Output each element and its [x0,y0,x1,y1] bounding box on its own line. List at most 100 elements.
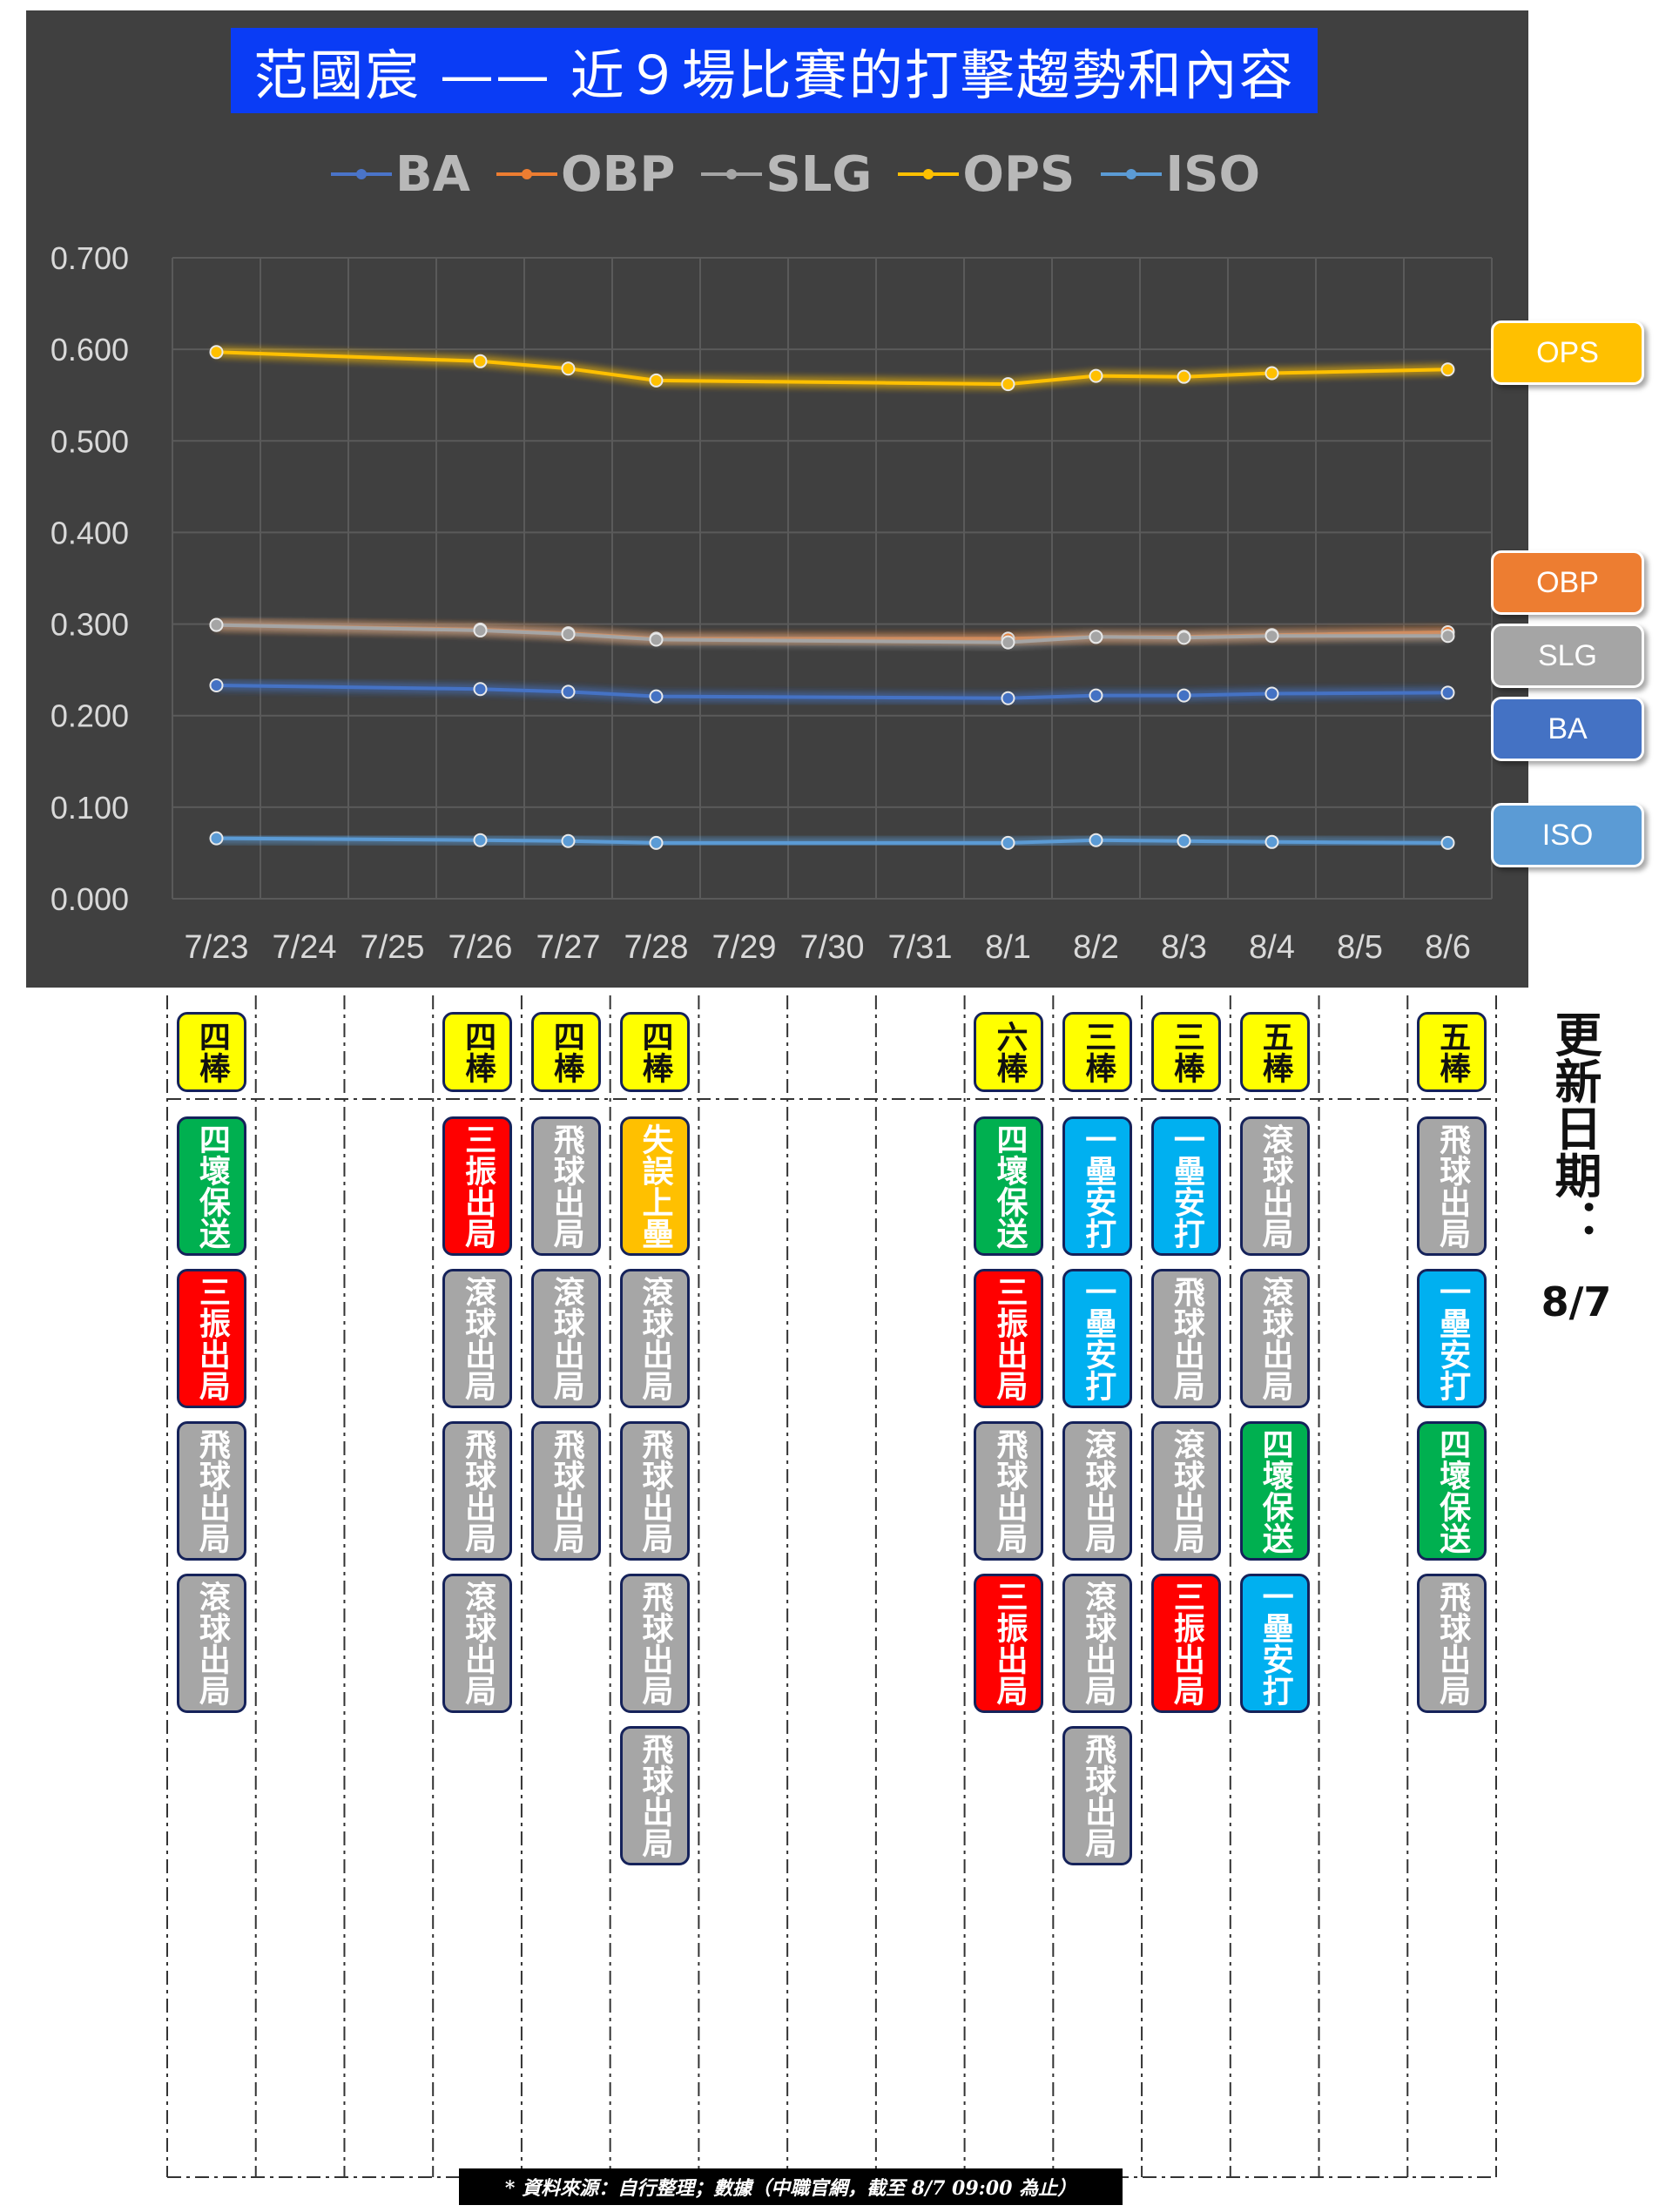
plate-appearance-result: 飛球出局 [1062,1726,1133,1865]
data-point-slg [473,623,488,637]
data-point-slg [1440,629,1455,644]
x-tick-label: 7/23 [185,929,249,966]
legend-label: BA [395,145,471,203]
data-point-ops [1440,362,1455,377]
batting-order-badge: 四棒 [530,1012,601,1092]
data-point-ops [1264,366,1279,381]
plate-appearance-result: 三振出局 [176,1269,246,1408]
chart-legend: BA OBP SLG OPS ISO [331,144,1260,205]
chart-title: 范國宸 —— 近９場比賽的打擊趨勢和內容 [231,28,1318,113]
series-tag-slg: SLG [1491,624,1644,688]
legend-swatch [1101,164,1163,185]
legend-entry: OBP [496,146,675,203]
x-tick-label: 7/31 [888,929,953,966]
data-point-ba [1089,688,1103,703]
x-tick-label: 7/27 [536,929,601,966]
x-tick-label: 8/6 [1425,929,1471,966]
y-tick-label: 0.500 [51,423,129,459]
data-point-iso [1264,834,1279,849]
batting-order-badge: 六棒 [974,1012,1044,1092]
plate-appearance-result: 失誤上壘 [619,1116,690,1256]
y-tick-label: 0.200 [51,698,129,734]
chart-background [26,10,1528,988]
x-tick-label: 8/4 [1249,929,1295,966]
data-point-slg [1001,635,1015,650]
data-point-iso [1001,835,1015,850]
legend-label: ISO [1165,145,1261,203]
data-point-iso [209,831,224,846]
x-tick-label: 7/30 [800,929,865,966]
batting-order-badge: 三棒 [1062,1012,1133,1092]
plate-appearance-result: 飛球出局 [176,1421,246,1561]
series-tag-ops: OPS [1491,320,1644,385]
data-point-ops [209,345,224,360]
batting-order-badge: 五棒 [1417,1012,1487,1092]
plate-appearance-result: 飛球出局 [619,1421,690,1561]
data-point-iso [1440,835,1455,850]
plate-appearance-result: 四壞保送 [1417,1421,1487,1561]
plate-appearance-result: 滾球出局 [1062,1574,1133,1713]
data-point-iso [1177,833,1191,848]
x-tick-label: 7/29 [712,929,777,966]
x-tick-label: 7/26 [448,929,513,966]
batting-order-badge: 四棒 [619,1012,690,1092]
batting-order-badge: 三棒 [1150,1012,1221,1092]
update-label: 更新日期： [1547,1010,1602,1245]
legend-swatch [701,164,763,185]
plate-appearance-result: 三振出局 [974,1269,1044,1408]
batting-order-badge: 五棒 [1239,1012,1310,1092]
data-point-ops [473,354,488,368]
plate-appearance-result: 飛球出局 [1417,1116,1487,1256]
legend-swatch [496,164,558,185]
plate-appearance-result: 一壘安打 [1239,1574,1310,1713]
plate-appearance-result: 飛球出局 [530,1421,601,1561]
plate-appearance-result: 飛球出局 [530,1116,601,1256]
legend-entry: SLG [701,146,872,203]
batting-order-badge: 四棒 [442,1012,513,1092]
plate-appearance-result: 滾球出局 [442,1269,513,1408]
data-point-slg [1264,629,1279,644]
data-point-iso [561,833,576,848]
x-tick-label: 7/24 [273,929,337,966]
data-point-ba [1440,685,1455,700]
plate-appearance-result: 飛球出局 [442,1421,513,1561]
data-point-slg [561,627,576,642]
plate-appearance-result: 飛球出局 [974,1421,1044,1561]
data-point-iso [649,835,664,850]
data-point-iso [1089,833,1103,847]
legend-entry: OPS [898,146,1075,203]
plate-appearance-result: 四壞保送 [176,1116,246,1256]
plate-appearance-result: 一壘安打 [1150,1116,1221,1256]
x-tick-label: 8/5 [1337,929,1383,966]
plate-appearance-result: 飛球出局 [619,1574,690,1713]
data-point-ops [561,361,576,376]
data-point-ba [1001,691,1015,705]
plate-appearance-result: 滾球出局 [176,1574,246,1713]
plate-appearance-result: 三振出局 [1150,1574,1221,1713]
y-tick-label: 0.300 [51,607,129,643]
plate-appearance-result: 四壞保送 [974,1116,1044,1256]
data-point-ba [1264,686,1279,701]
y-tick-label: 0.400 [51,515,129,550]
y-tick-label: 0.600 [51,332,129,368]
data-point-slg [649,632,664,647]
legend-swatch [331,164,392,185]
x-tick-label: 7/25 [361,929,425,966]
legend-label: OBP [561,145,676,203]
plate-appearance-result: 一壘安打 [1417,1269,1487,1408]
y-tick-label: 0.100 [51,790,129,826]
series-tag-ba: BA [1491,697,1644,761]
plate-appearance-result: 一壘安打 [1062,1116,1133,1256]
plate-appearance-result: 滾球出局 [1062,1421,1133,1561]
series-tag-obp: OBP [1491,550,1644,615]
batting-order-badge: 四棒 [176,1012,246,1092]
data-point-ba [209,678,224,693]
update-date: 8/7 [1541,1278,1612,1325]
data-point-slg [1177,631,1191,645]
plate-appearance-result: 滾球出局 [619,1269,690,1408]
plate-appearance-result: 滾球出局 [530,1269,601,1408]
series-tag-iso: ISO [1491,803,1644,867]
legend-label: SLG [765,145,873,203]
plate-appearance-result: 三振出局 [974,1574,1044,1713]
legend-label: OPS [962,145,1076,203]
